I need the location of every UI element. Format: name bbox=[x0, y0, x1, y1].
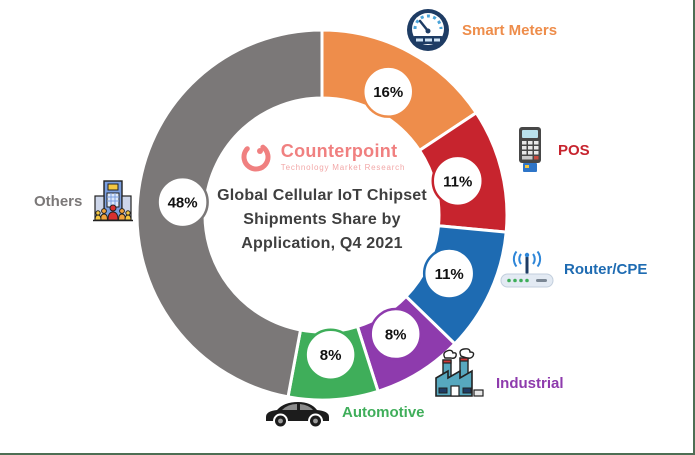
segment-others bbox=[135, 28, 324, 399]
legend-label: Smart Meters bbox=[462, 21, 558, 39]
legend-automotive: Automotive bbox=[262, 396, 425, 428]
car-icon bbox=[262, 396, 332, 428]
legend-label: Industrial bbox=[496, 375, 564, 392]
legend-pos: POS bbox=[512, 126, 590, 174]
chart-title-line: Global Cellular IoT Chipset bbox=[217, 187, 427, 204]
pos-terminal-icon bbox=[512, 126, 548, 174]
svg-text:48%: 48% bbox=[168, 195, 198, 212]
legend-smart-meters: Smart Meters bbox=[404, 6, 557, 54]
router-icon bbox=[500, 248, 554, 290]
svg-text:16%: 16% bbox=[373, 84, 403, 101]
counterpoint-logo-icon bbox=[241, 142, 271, 172]
value-badge-others: 48% bbox=[156, 175, 209, 229]
legend-industrial: Industrial bbox=[432, 348, 564, 398]
value-badge-smart-meters: 16% bbox=[361, 65, 415, 118]
value-badge-automotive: 8% bbox=[304, 328, 357, 381]
value-badge-pos: 11% bbox=[431, 154, 485, 208]
brand-name: Counterpoint bbox=[280, 141, 398, 161]
brand-lockup: Counterpoint Technology Market Research bbox=[172, 140, 472, 174]
legend-label: POS bbox=[558, 141, 590, 159]
legend-others: Others bbox=[34, 178, 136, 224]
svg-text:11%: 11% bbox=[443, 173, 472, 190]
chart-title-line: Shipments Share by bbox=[243, 211, 401, 228]
value-badge-router-cpe: 11% bbox=[422, 247, 476, 300]
chart-title: Global Cellular IoT Chipset Shipments Sh… bbox=[172, 184, 472, 256]
legend-label: Automotive bbox=[342, 403, 425, 421]
legend-label: Others bbox=[34, 192, 83, 210]
gauge-icon bbox=[404, 6, 452, 54]
chart-title-line: Application, Q4 2021 bbox=[241, 235, 403, 252]
svg-text:8%: 8% bbox=[320, 347, 342, 364]
svg-text:11%: 11% bbox=[435, 266, 464, 283]
svg-text:8%: 8% bbox=[385, 327, 407, 344]
factory-icon bbox=[432, 348, 486, 398]
building-icon bbox=[90, 178, 136, 224]
legend-router-cpe: Router/CPE bbox=[500, 248, 647, 290]
value-badge-industrial: 8% bbox=[369, 307, 422, 361]
legend-label: Router/CPE bbox=[564, 260, 648, 278]
brand-tagline: Technology Market Research bbox=[280, 163, 406, 172]
chart-center: Counterpoint Technology Market Research … bbox=[172, 140, 472, 256]
